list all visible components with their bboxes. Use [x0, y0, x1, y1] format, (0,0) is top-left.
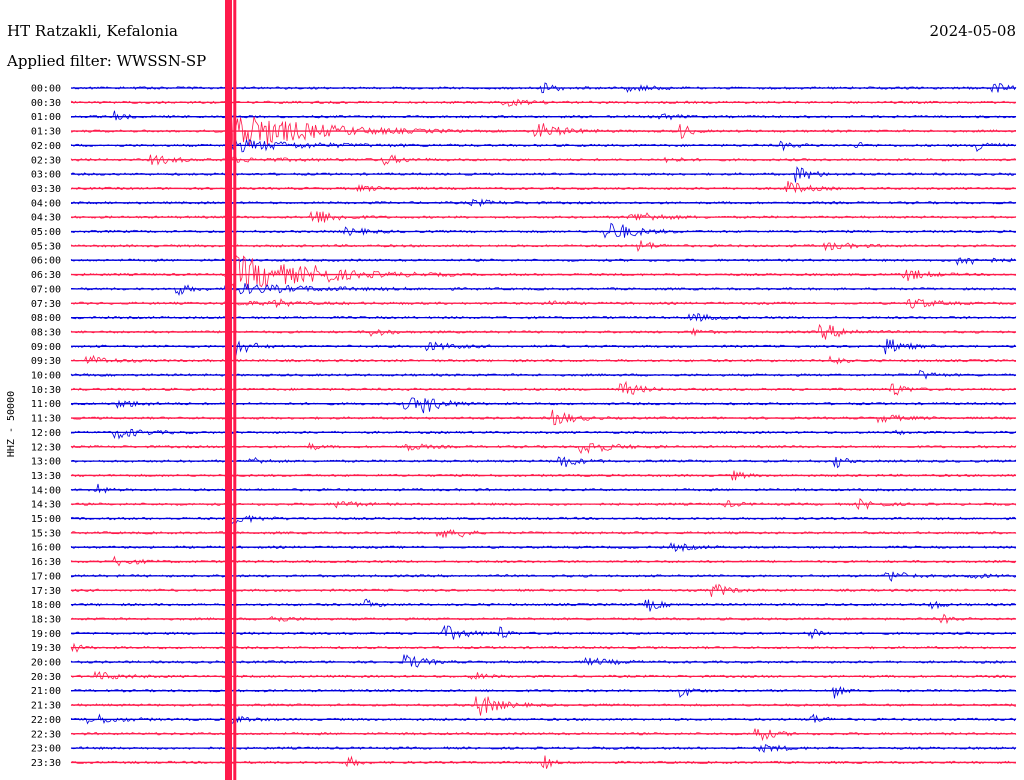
time-tick-label: 17:00 — [31, 571, 61, 582]
time-tick-label: 03:30 — [31, 184, 61, 195]
time-tick-label: 11:00 — [31, 399, 61, 410]
time-tick-label: 02:30 — [31, 155, 61, 166]
time-tick-label: 20:00 — [31, 658, 61, 669]
time-tick-label: 19:00 — [31, 629, 61, 640]
time-tick-labels: 00:00 00:30 01:00 01:30 02:00 02:30 03:00 03:30… — [31, 84, 61, 769]
time-tick-label: 07:00 — [31, 284, 61, 295]
time-tick-label: 02:00 — [31, 141, 61, 152]
time-tick-label: 21:00 — [31, 686, 61, 697]
time-tick-label: 12:00 — [31, 428, 61, 439]
filter-label: Applied filter: WWSSN-SP — [6, 52, 206, 70]
time-tick-label: 09:00 — [31, 342, 61, 353]
station-title: HT Ratzakli, Kefalonia — [7, 22, 178, 40]
time-tick-label: 17:30 — [31, 586, 61, 597]
time-tick-label: 15:30 — [31, 528, 61, 539]
time-tick-label: 13:30 — [31, 471, 61, 482]
time-tick-label: 10:00 — [31, 371, 61, 382]
time-tick-label: 00:30 — [31, 98, 61, 109]
time-tick-label: 23:30 — [31, 758, 61, 769]
time-tick-label: 22:30 — [31, 729, 61, 740]
time-tick-label: 09:30 — [31, 356, 61, 367]
time-tick-label: 08:30 — [31, 327, 61, 338]
time-tick-label: 00:00 — [31, 84, 61, 95]
time-tick-label: 15:00 — [31, 514, 61, 525]
time-tick-label: 20:30 — [31, 672, 61, 683]
time-tick-label: 07:30 — [31, 299, 61, 310]
time-tick-label: 08:00 — [31, 313, 61, 324]
time-tick-label: 05:00 — [31, 227, 61, 238]
time-tick-label: 03:00 — [31, 170, 61, 181]
time-tick-label: 19:30 — [31, 643, 61, 654]
time-tick-label: 01:30 — [31, 127, 61, 138]
time-tick-label: 18:00 — [31, 600, 61, 611]
time-tick-label: 16:00 — [31, 543, 61, 554]
time-tick-label: 16:30 — [31, 557, 61, 568]
y-axis-label: HHZ - 50000 — [6, 391, 17, 457]
time-tick-label: 22:00 — [31, 715, 61, 726]
time-tick-label: 04:30 — [31, 213, 61, 224]
time-tick-label: 04:00 — [31, 198, 61, 209]
time-tick-label: 10:30 — [31, 385, 61, 396]
time-tick-label: 23:00 — [31, 744, 61, 755]
event-bars — [225, 0, 237, 780]
time-tick-label: 12:30 — [31, 442, 61, 453]
time-tick-label: 18:30 — [31, 614, 61, 625]
time-tick-label: 06:00 — [31, 256, 61, 267]
time-tick-label: 05:30 — [31, 241, 61, 252]
time-tick-label: 13:00 — [31, 457, 61, 468]
time-tick-label: 14:00 — [31, 485, 61, 496]
time-tick-label: 06:30 — [31, 270, 61, 281]
date-label: 2024-05-08 — [930, 22, 1016, 40]
time-tick-label: 14:30 — [31, 500, 61, 511]
time-tick-label: 01:00 — [31, 112, 61, 123]
time-tick-label: 21:30 — [31, 701, 61, 712]
time-tick-label: 11:30 — [31, 414, 61, 425]
